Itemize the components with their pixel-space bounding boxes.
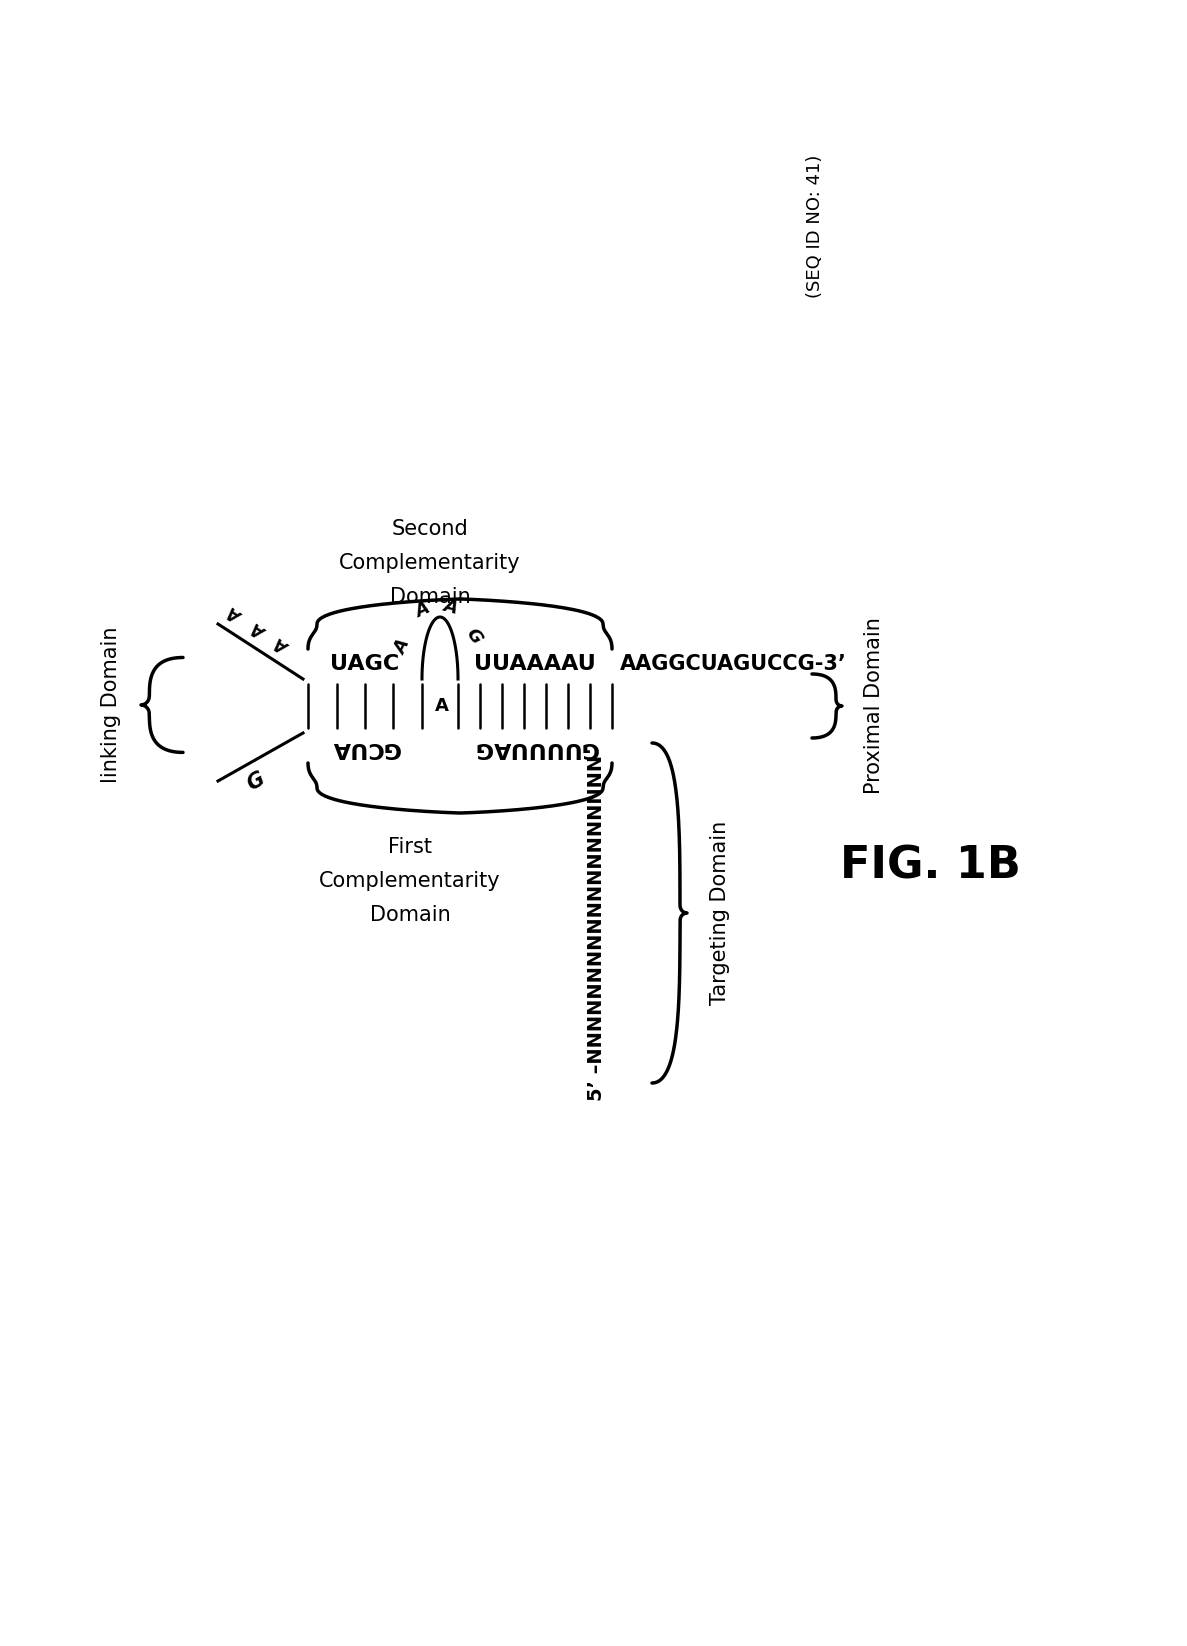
Text: A: A [274, 634, 294, 657]
Text: G: G [243, 769, 268, 795]
Text: Complementarity: Complementarity [339, 553, 521, 573]
Text: UAGC: UAGC [330, 653, 400, 673]
Text: A: A [436, 696, 449, 714]
Text: linking Domain: linking Domain [101, 627, 121, 783]
Text: FIG. 1B: FIG. 1B [839, 844, 1021, 887]
Text: Domain: Domain [369, 905, 450, 925]
Text: Domain: Domain [389, 588, 470, 607]
Text: 5’ –NNNNNNNNNNNNNNNNNNN: 5’ –NNNNNNNNNNNNNNNNNNN [588, 756, 607, 1101]
Text: UUAAAAU: UUAAAAU [474, 653, 596, 673]
Text: First: First [388, 838, 432, 858]
Text: A: A [413, 599, 433, 622]
Text: Targeting Domain: Targeting Domain [710, 821, 730, 1006]
Text: Second: Second [392, 518, 469, 538]
Text: (SEQ ID NO: 41): (SEQ ID NO: 41) [806, 155, 824, 298]
Text: Proximal Domain: Proximal Domain [864, 617, 884, 795]
Text: AAGGCUAGUCCG-3’: AAGGCUAGUCCG-3’ [620, 653, 846, 673]
Text: GCUA: GCUA [330, 737, 400, 759]
Text: A: A [250, 619, 271, 640]
Text: G: G [462, 625, 485, 647]
Text: Complementarity: Complementarity [319, 871, 501, 890]
Text: GUUUUAG: GUUUUAG [472, 737, 597, 759]
Text: A: A [392, 637, 414, 657]
Text: A: A [442, 596, 459, 617]
Text: A: A [227, 602, 247, 625]
